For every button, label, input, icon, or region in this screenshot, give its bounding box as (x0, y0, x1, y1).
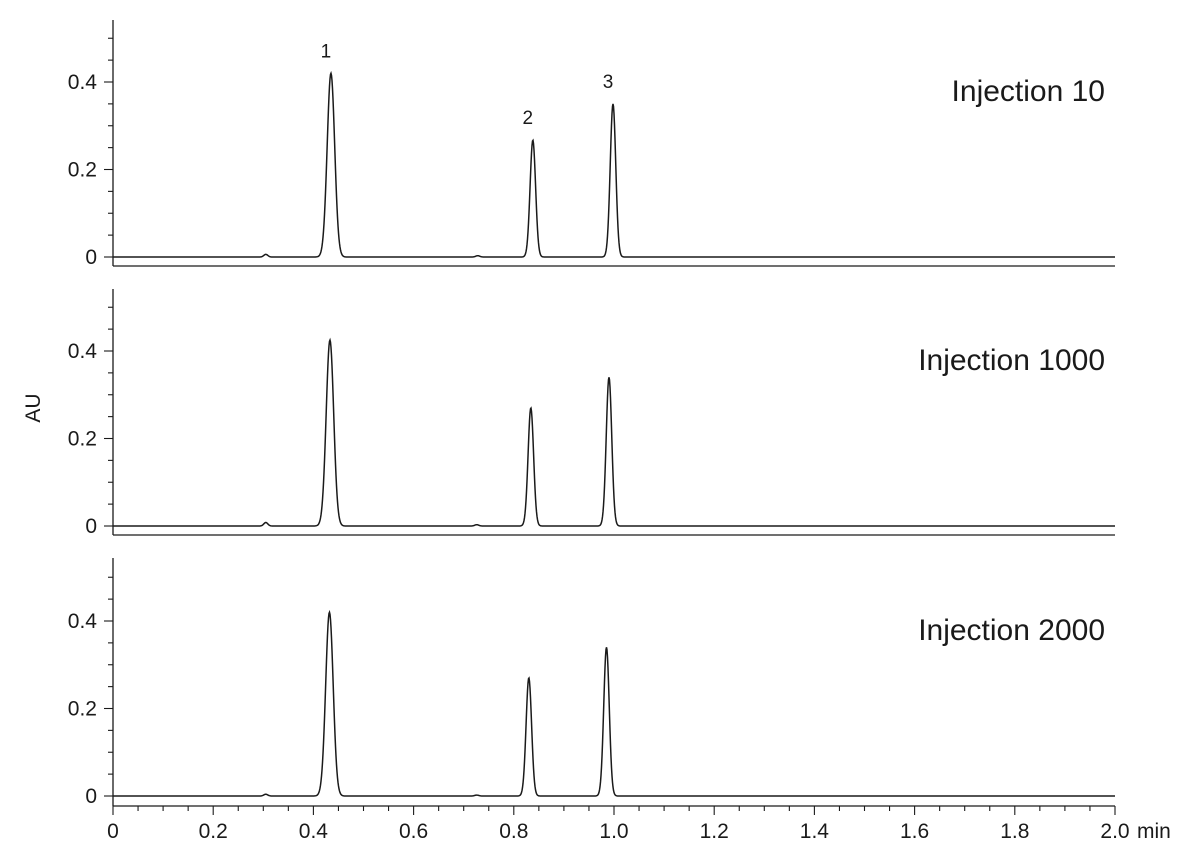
chromatogram-panel-1: 0 0.2 0.4 1 2 3 Injection 10 (68, 20, 1115, 269)
x-tick-label: 0.8 (499, 820, 528, 843)
panel-title: Injection 1000 (918, 344, 1105, 377)
x-tick-label: 0.4 (299, 820, 329, 843)
x-tick-label: 1.8 (1000, 820, 1029, 843)
y-axis-label: AU (22, 393, 45, 422)
panel-title: Injection 2000 (918, 614, 1105, 647)
chromatogram-trace (113, 337, 1115, 527)
x-tick-label: 1.0 (599, 820, 628, 843)
y-tick-label: 0.4 (68, 610, 98, 633)
y-tick-label: 0.2 (68, 159, 97, 182)
chromatogram-panel-2: 0 0.2 0.4 Injection 1000 (68, 289, 1115, 538)
x-axis-unit-label: min (1137, 820, 1171, 843)
peak-label-3: 3 (603, 72, 614, 93)
chromatogram-trace (113, 70, 1115, 258)
y-tick-label: 0.4 (68, 71, 98, 94)
x-tick-label: 0.2 (199, 820, 228, 843)
x-tick-label: 2.0 (1100, 820, 1129, 843)
x-tick-label: 1.2 (700, 820, 729, 843)
y-tick-label: 0 (85, 246, 97, 269)
y-tick-label: 0.2 (68, 428, 97, 451)
peak-label-1: 1 (321, 41, 332, 62)
panel-title: Injection 10 (952, 75, 1105, 108)
x-tick-label: 0.6 (399, 820, 428, 843)
y-tick-label: 0 (85, 515, 97, 538)
x-tick-label: 1.6 (900, 820, 929, 843)
y-tick-label: 0.2 (68, 698, 97, 721)
y-tick-label: 0.4 (68, 340, 98, 363)
x-tick-label: 1.4 (800, 820, 830, 843)
peak-label-2: 2 (523, 108, 534, 129)
y-tick-label: 0 (85, 785, 97, 808)
chromatogram-trace (113, 609, 1115, 797)
x-tick-label: 0 (107, 820, 119, 843)
chromatogram-panel-3: 0 0.2 0.4 Injection 2000 (68, 558, 1115, 808)
